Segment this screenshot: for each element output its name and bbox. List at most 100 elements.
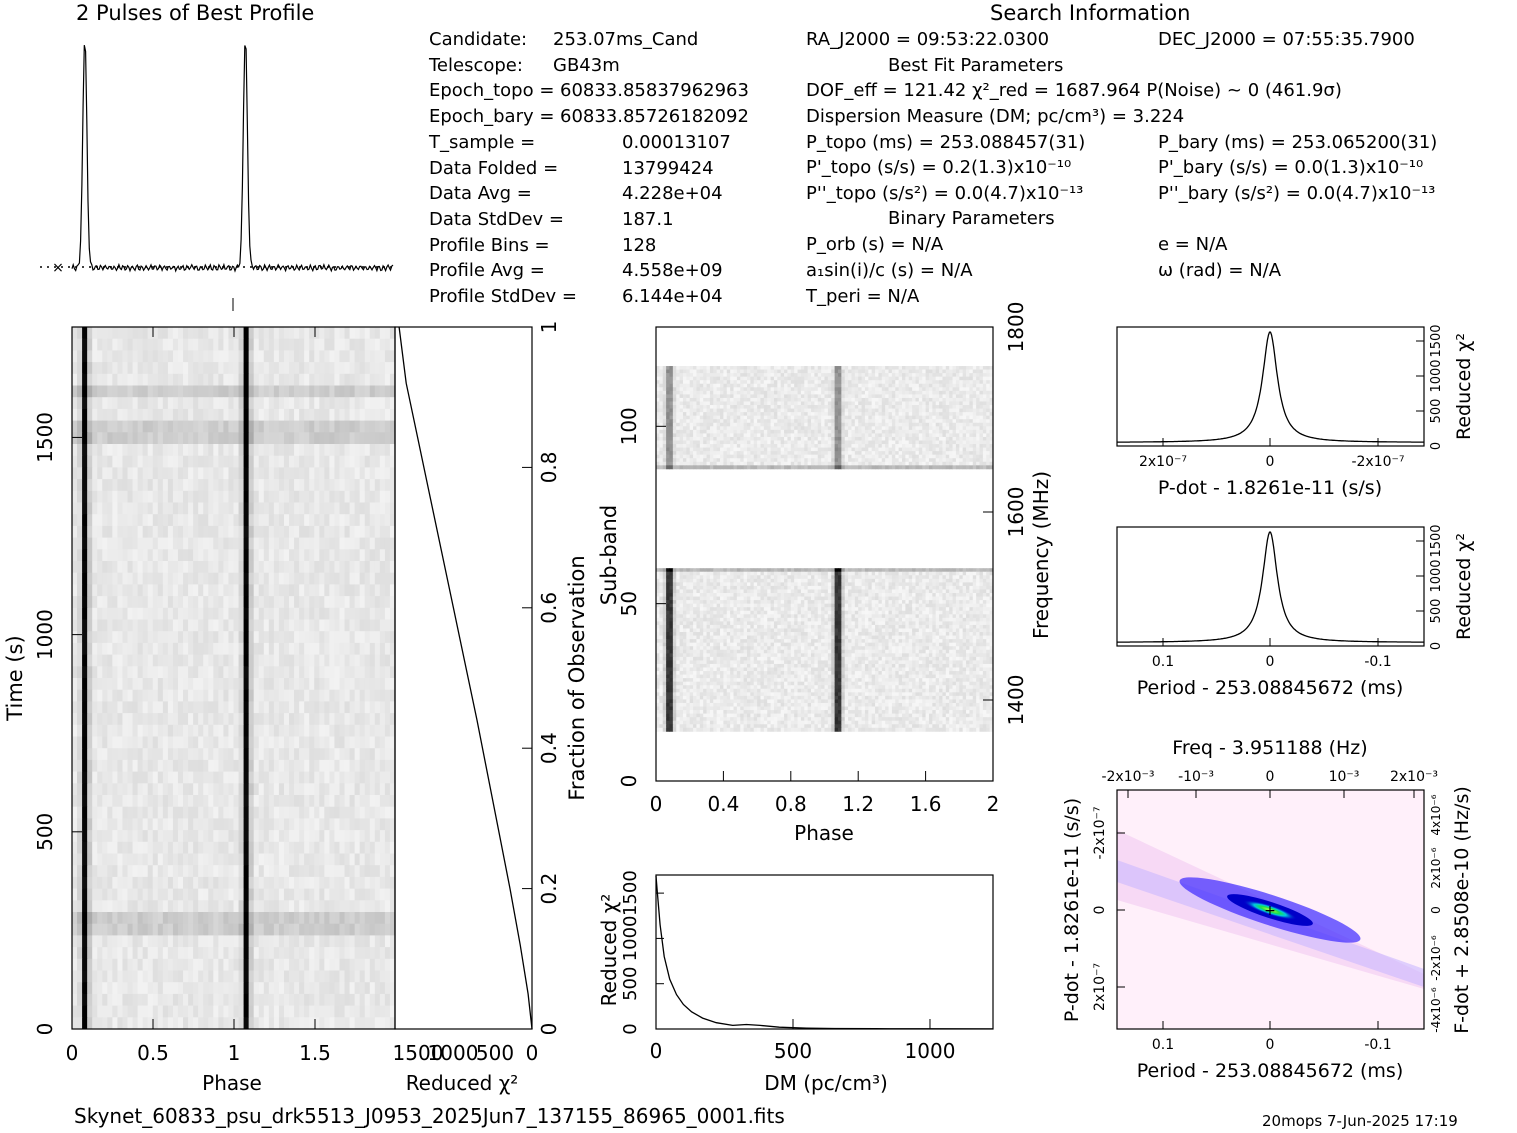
heat-cell bbox=[132, 397, 139, 410]
heat-cell bbox=[949, 376, 953, 381]
heat-cell bbox=[831, 401, 836, 406]
heat-cell bbox=[389, 584, 396, 597]
heat-cell bbox=[253, 607, 260, 620]
heat-cell bbox=[784, 369, 788, 374]
heat-cell bbox=[223, 362, 229, 375]
heat-cell bbox=[349, 947, 356, 960]
heat-cell bbox=[278, 420, 285, 433]
heat-cell bbox=[92, 841, 98, 854]
heat-cell bbox=[986, 387, 991, 392]
heat-cell bbox=[349, 888, 356, 901]
heat-cell bbox=[364, 444, 371, 457]
heat-cell bbox=[268, 818, 275, 831]
heat-cell bbox=[324, 865, 330, 878]
heat-cell bbox=[304, 455, 310, 468]
heat-cell bbox=[278, 771, 285, 784]
heat-cell bbox=[294, 490, 300, 503]
heat-cell bbox=[82, 502, 88, 515]
heat-cell bbox=[132, 1017, 139, 1030]
heat-cell bbox=[102, 420, 108, 433]
heat-cell bbox=[142, 467, 149, 480]
heat-cell bbox=[743, 390, 748, 395]
heat-cell bbox=[339, 935, 345, 948]
heat-cell bbox=[167, 455, 174, 468]
heat-cell bbox=[82, 666, 88, 679]
heat-cell bbox=[324, 724, 330, 737]
heat-cell bbox=[137, 596, 144, 609]
heat-cell bbox=[203, 631, 209, 644]
heat-cell bbox=[942, 376, 947, 381]
heat-cell bbox=[696, 373, 701, 378]
heat-cell bbox=[912, 373, 916, 378]
heat-cell bbox=[384, 327, 391, 340]
heat-cell bbox=[304, 502, 310, 515]
heat-cell bbox=[177, 806, 184, 819]
heat-cell bbox=[384, 467, 391, 480]
heat-cell bbox=[952, 397, 957, 402]
heat-cell bbox=[218, 514, 224, 527]
heat-cell bbox=[268, 912, 275, 925]
heat-cell bbox=[82, 607, 88, 620]
heat-cell bbox=[384, 666, 391, 679]
heat-cell bbox=[344, 1005, 350, 1018]
heat-cell bbox=[891, 390, 896, 395]
heat-cell bbox=[137, 993, 144, 1006]
heat-cell bbox=[72, 806, 78, 819]
heat-cell bbox=[369, 432, 376, 445]
heat-cell bbox=[228, 338, 234, 351]
heat-cell bbox=[193, 830, 199, 843]
heat-cell bbox=[253, 444, 260, 457]
heat-cell bbox=[112, 631, 118, 644]
heat-cell bbox=[213, 642, 219, 655]
heat-cell bbox=[283, 572, 290, 585]
heat-cell bbox=[304, 572, 310, 585]
heat-cell bbox=[885, 383, 889, 388]
heat-cell bbox=[314, 490, 320, 503]
heat-cell bbox=[162, 455, 169, 468]
heat-cell bbox=[208, 935, 214, 948]
heat-cell bbox=[107, 479, 113, 492]
heat-cell bbox=[374, 654, 381, 667]
heat-cell bbox=[364, 350, 371, 363]
heat-cell bbox=[384, 783, 391, 796]
heat-cell bbox=[804, 390, 809, 395]
heat-cell bbox=[82, 572, 88, 585]
heat-cell bbox=[152, 678, 159, 691]
heat-cell bbox=[172, 748, 179, 761]
heat-cell bbox=[878, 380, 883, 385]
heat-cell bbox=[982, 369, 987, 374]
heat-cell bbox=[127, 970, 133, 983]
heat-cell bbox=[82, 982, 88, 995]
heat-cell bbox=[218, 818, 224, 831]
heat-cell bbox=[177, 970, 184, 983]
heat-cell bbox=[238, 724, 244, 737]
heat-cell bbox=[167, 689, 174, 702]
heat-cell bbox=[273, 596, 280, 609]
heat-cell bbox=[344, 865, 350, 878]
heat-cell bbox=[359, 888, 366, 901]
heat-cell bbox=[97, 876, 103, 889]
heat-cell bbox=[213, 385, 219, 398]
heat-cell bbox=[283, 502, 290, 515]
heat-cell bbox=[354, 865, 361, 878]
heat-cell bbox=[203, 818, 209, 831]
heat-cell bbox=[198, 385, 204, 398]
heat-cell bbox=[157, 362, 164, 375]
heat-cell bbox=[97, 502, 103, 515]
heat-cell bbox=[107, 841, 113, 854]
heat-cell bbox=[188, 888, 194, 901]
heat-cell bbox=[142, 912, 149, 925]
heat-cell bbox=[339, 572, 345, 585]
heat-cell bbox=[868, 390, 873, 395]
heat-cell bbox=[107, 654, 113, 667]
heat-cell bbox=[935, 394, 940, 399]
heat-cell bbox=[102, 736, 108, 749]
heat-cell bbox=[314, 584, 320, 597]
heat-cell bbox=[666, 397, 670, 402]
heat-cell bbox=[952, 387, 957, 392]
heat-cell bbox=[172, 584, 179, 597]
heat-cell bbox=[77, 584, 83, 597]
heat-cell bbox=[77, 900, 83, 913]
heat-cell bbox=[117, 935, 123, 948]
heat-cell bbox=[167, 958, 174, 971]
